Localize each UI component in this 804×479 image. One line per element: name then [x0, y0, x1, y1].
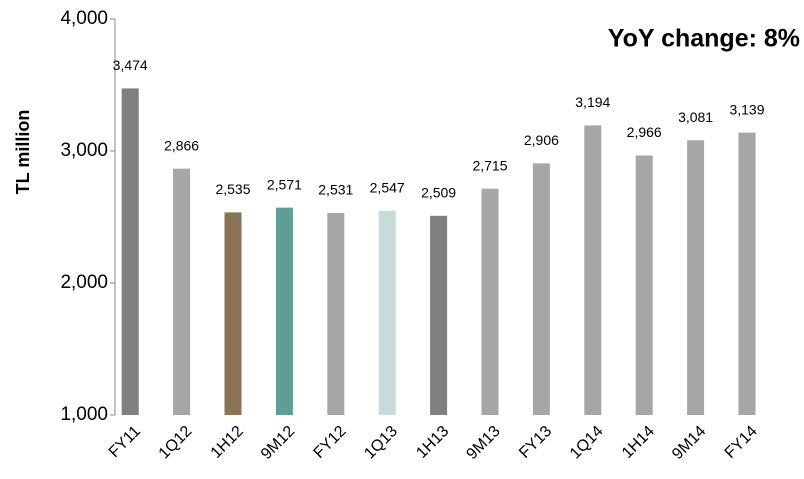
x-tick-label: 1Q12 — [156, 423, 196, 463]
value-label: 2,535 — [215, 181, 250, 197]
bar — [121, 88, 139, 415]
value-label: 3,194 — [575, 94, 610, 110]
bar — [327, 212, 345, 415]
x-tick-label: 1Q14 — [567, 423, 607, 463]
bar — [481, 188, 499, 415]
value-label: 2,906 — [524, 132, 559, 148]
x-tick-label: 9M14 — [669, 423, 709, 463]
x-tick-label: FY13 — [516, 423, 555, 462]
x-tick-label: FY11 — [106, 423, 144, 461]
bar — [738, 132, 756, 416]
y-tick-label: 3,000 — [60, 140, 108, 161]
bar — [532, 163, 550, 415]
y-axis-label: TL million — [13, 110, 33, 195]
value-label: 2,531 — [318, 182, 353, 198]
x-tick-label: FY14 — [722, 423, 761, 462]
value-label: 3,139 — [729, 101, 764, 117]
bar — [584, 125, 602, 415]
x-tick-label: 9M13 — [463, 423, 503, 463]
bar — [378, 210, 396, 415]
bar — [224, 212, 242, 415]
y-tick-label: 4,000 — [60, 8, 108, 29]
x-tick-label: 1H12 — [208, 423, 247, 462]
value-label: 3,081 — [678, 109, 713, 125]
value-label: 2,571 — [267, 176, 302, 192]
y-tick-label: 2,000 — [60, 272, 108, 293]
y-tick-label: 1,000 — [60, 404, 108, 425]
bar — [687, 140, 705, 416]
value-label: 2,547 — [370, 179, 405, 195]
bar — [173, 168, 191, 415]
annotation: YoY change: 8% — [608, 25, 800, 53]
value-label: 3,474 — [113, 57, 148, 73]
value-label: 2,966 — [627, 124, 662, 140]
value-label: 2,509 — [421, 185, 456, 201]
x-tick-label: 1H14 — [619, 423, 658, 462]
bar — [275, 207, 293, 415]
bar — [430, 215, 448, 415]
x-tick-label: 1H13 — [413, 423, 452, 462]
bar — [635, 155, 653, 415]
value-label: 2,715 — [472, 157, 507, 173]
x-tick-label: FY12 — [311, 423, 350, 462]
x-tick-label: 9M12 — [258, 423, 298, 463]
value-label: 2,866 — [164, 137, 199, 153]
x-tick-label: 1Q13 — [361, 423, 401, 463]
